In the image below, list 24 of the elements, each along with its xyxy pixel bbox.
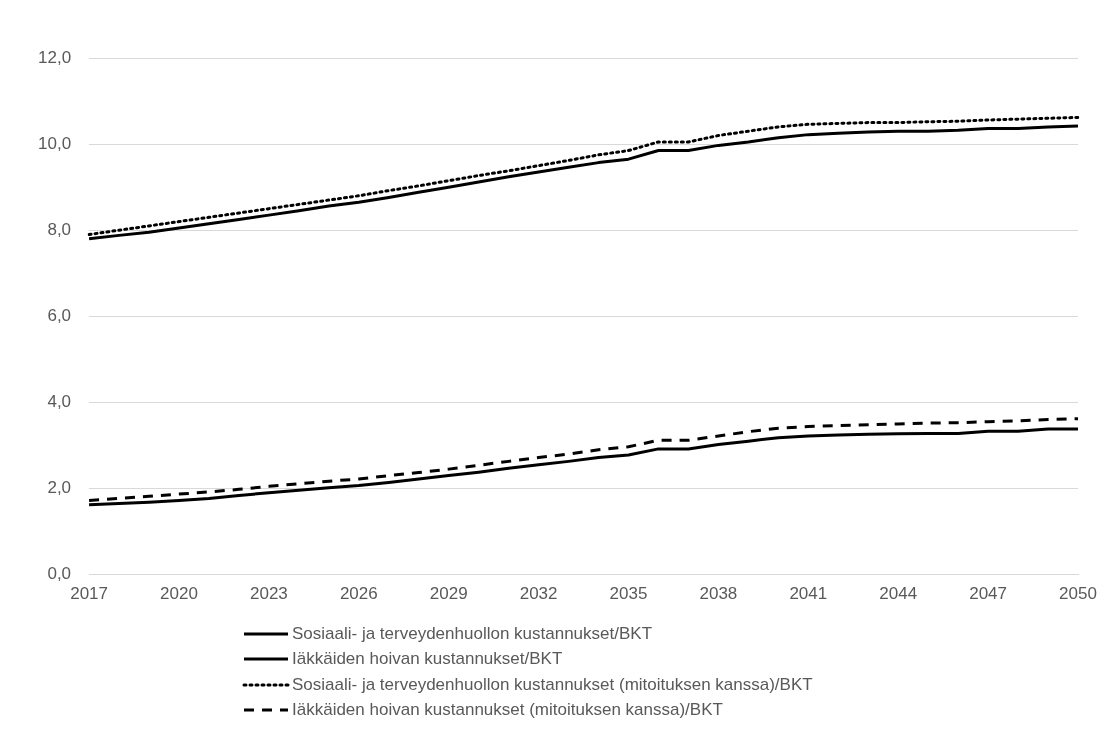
y-tick-label: 10,0 (37, 133, 72, 153)
y-tick-label: 4,0 (47, 392, 72, 412)
legend-label: Sosiaali- ja terveydenhuollon kustannukset (mitoituksen kanssa)/BKT (292, 674, 813, 695)
x-tick-label: 2047 (969, 584, 1008, 604)
y-tick-label: 0,0 (47, 564, 72, 584)
legend-label: Iäkkäiden hoivan kustannukset/BKT (292, 649, 563, 670)
x-tick-label: 2017 (70, 584, 108, 604)
y-tick-label: 8,0 (47, 219, 72, 239)
legend-label: Iäkkäiden hoivan kustannukset (mitoituksen kanssa)/BKT (292, 700, 723, 721)
y-tick-label: 2,0 (47, 478, 72, 498)
x-tick-label: 2038 (699, 584, 738, 604)
y-tick-label: 6,0 (47, 305, 72, 325)
x-tick-label: 2023 (249, 584, 288, 604)
x-tick-label: 2029 (429, 584, 468, 604)
line-series (87, 417, 1080, 503)
x-tick-label: 2044 (879, 584, 918, 604)
y-tick-label: 12,0 (37, 47, 72, 67)
x-tick-label: 2020 (160, 584, 198, 604)
legend-label: Sosiaali- ja terveydenhuollon kustannukset/BKT (292, 623, 653, 644)
x-tick-label: 2050 (1059, 584, 1097, 604)
x-tick-label: 2041 (789, 584, 828, 604)
x-tick-label: 2032 (519, 584, 558, 604)
x-tick-label: 2035 (609, 584, 648, 604)
x-tick-label: 2026 (339, 584, 378, 604)
